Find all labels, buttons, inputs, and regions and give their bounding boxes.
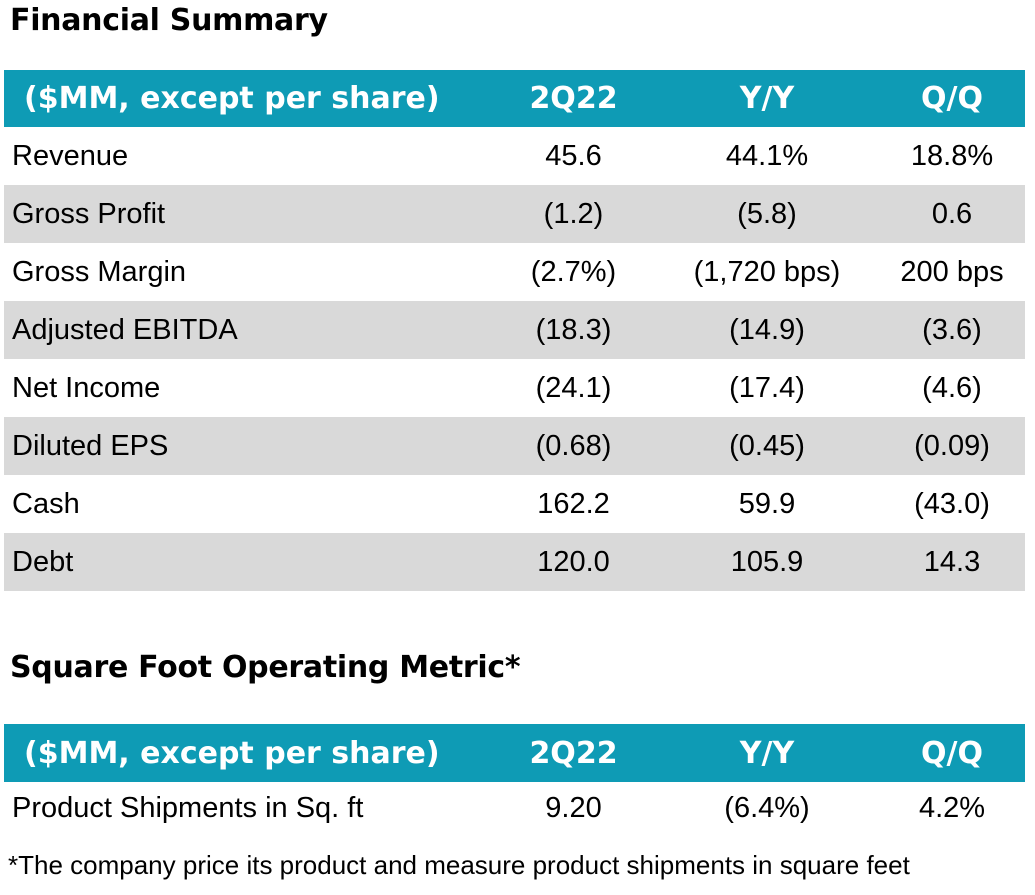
cell-yy: 105.9 xyxy=(730,545,804,578)
header-cell-label: ($MM, except per share) xyxy=(24,81,440,116)
cell-2q22: (0.68) xyxy=(535,429,612,462)
row-label: Product Shipments in Sq. ft xyxy=(12,791,364,824)
header-cell-label: ($MM, except per share) xyxy=(24,735,440,771)
header-cell-2q22: 2Q22 xyxy=(529,81,618,116)
table-header-row: ($MM, except per share) 2Q22 Y/Y Q/Q xyxy=(4,724,1025,782)
cell-qq: (4.6) xyxy=(922,371,982,404)
cell-qq: (43.0) xyxy=(914,487,990,520)
cell-qq: 0.6 xyxy=(931,197,973,230)
row-label: Diluted EPS xyxy=(12,429,169,462)
table-row-gross-margin: Gross Margin (2.7%) (1,720 bps) 200 bps xyxy=(4,243,1025,301)
cell-yy: (5.8) xyxy=(737,197,797,230)
cell-yy: (6.4%) xyxy=(724,791,810,824)
header-cell-2q22: 2Q22 xyxy=(529,735,618,771)
row-label: Gross Margin xyxy=(12,255,187,288)
row-label: Net Income xyxy=(12,371,161,404)
table-row-product-shipments: Product Shipments in Sq. ft 9.20 (6.4%) … xyxy=(4,782,1025,834)
cell-qq: (3.6) xyxy=(922,313,982,346)
table-row-debt: Debt 120.0 105.9 14.3 xyxy=(4,533,1025,591)
cell-2q22: (1.2) xyxy=(543,197,604,230)
header-cell-qq: Q/Q xyxy=(921,81,983,116)
cell-yy: (14.9) xyxy=(729,313,805,346)
cell-2q22: (2.7%) xyxy=(530,255,617,288)
financial-summary-table: ($MM, except per share) 2Q22 Y/Y Q/Q Rev… xyxy=(4,70,1025,591)
financial-summary-title: Financial Summary xyxy=(10,3,328,38)
square-foot-metric-title: Square Foot Operating Metric* xyxy=(10,650,521,685)
table-row-diluted-eps: Diluted EPS (0.68) (0.45) (0.09) xyxy=(4,417,1025,475)
cell-2q22: 45.6 xyxy=(545,139,602,172)
row-label: Cash xyxy=(12,487,80,520)
header-cell-yy: Y/Y xyxy=(739,735,795,771)
cell-qq: 200 bps xyxy=(900,255,1004,288)
cell-yy: 59.9 xyxy=(738,487,796,520)
header-cell-qq: Q/Q xyxy=(921,735,983,771)
table-row-adjusted-ebitda: Adjusted EBITDA (18.3) (14.9) (3.6) xyxy=(4,301,1025,359)
cell-yy: (1,720 bps) xyxy=(693,255,841,288)
cell-2q22: 120.0 xyxy=(537,545,610,578)
row-label: Debt xyxy=(12,545,74,578)
cell-qq: 4.2% xyxy=(918,791,986,824)
cell-qq: 14.3 xyxy=(923,545,981,578)
cell-2q22: (24.1) xyxy=(535,371,612,404)
table-row-revenue: Revenue 45.6 44.1% 18.8% xyxy=(4,127,1025,185)
header-cell-yy: Y/Y xyxy=(739,81,795,116)
table-row-net-income: Net Income (24.1) (17.4) (4.6) xyxy=(4,359,1025,417)
cell-qq: 18.8% xyxy=(910,139,994,172)
cell-yy: (17.4) xyxy=(729,371,805,404)
cell-yy: (0.45) xyxy=(729,429,805,462)
table-row-gross-profit: Gross Profit (1.2) (5.8) 0.6 xyxy=(4,185,1025,243)
cell-qq: (0.09) xyxy=(914,429,990,462)
table-row-cash: Cash 162.2 59.9 (43.0) xyxy=(4,475,1025,533)
cell-2q22: 162.2 xyxy=(537,487,610,520)
cell-2q22: 9.20 xyxy=(545,791,602,824)
cell-2q22: (18.3) xyxy=(535,313,612,346)
row-label: Gross Profit xyxy=(12,197,166,230)
square-foot-metric-table: ($MM, except per share) 2Q22 Y/Y Q/Q Pro… xyxy=(4,724,1025,834)
row-label: Revenue xyxy=(12,139,129,172)
row-label: Adjusted EBITDA xyxy=(12,313,238,346)
footnote: *The company price its product and measu… xyxy=(8,850,910,880)
table-header-row: ($MM, except per share) 2Q22 Y/Y Q/Q xyxy=(4,70,1025,127)
cell-yy: 44.1% xyxy=(725,139,809,172)
